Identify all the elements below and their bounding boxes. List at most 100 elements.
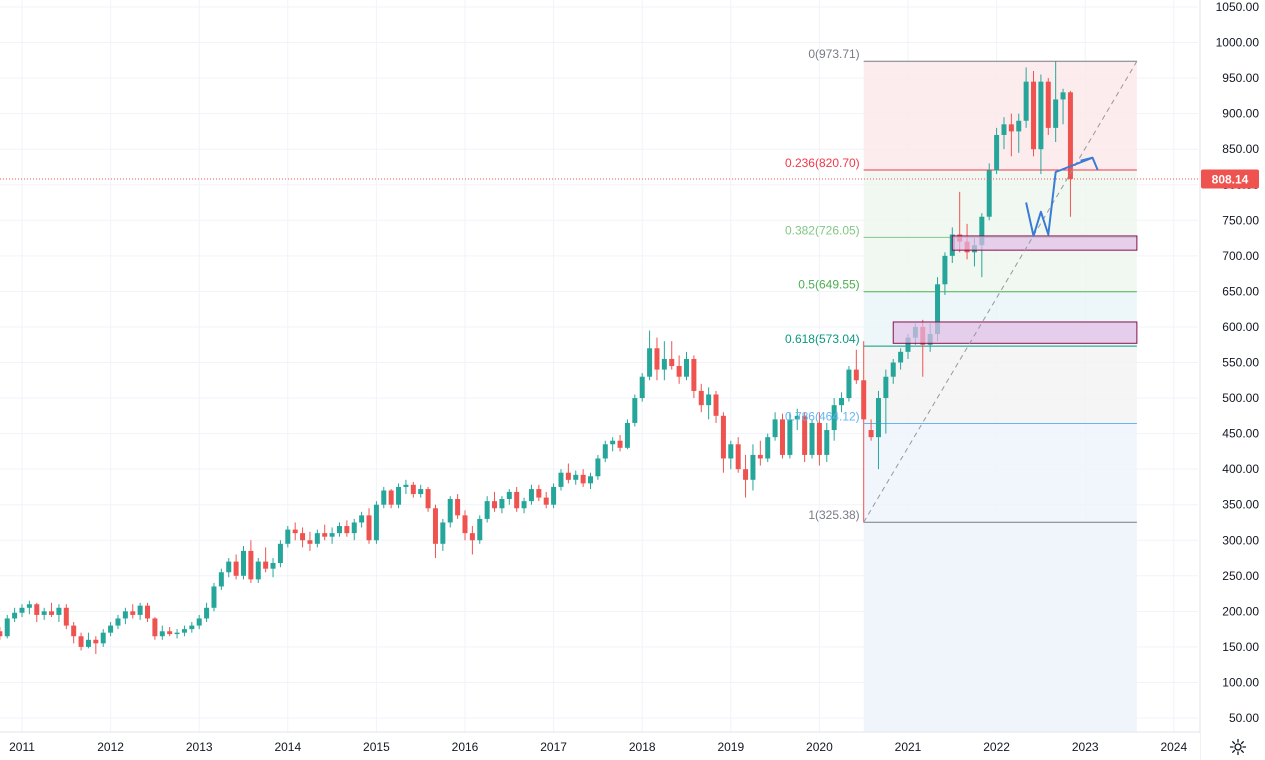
- price-tick-label: 700.00: [1222, 249, 1259, 263]
- candle-body: [63, 607, 69, 626]
- projection-path[interactable]: [1025, 156, 1093, 237]
- candle: [565, 463, 571, 484]
- candle-body: [639, 376, 645, 399]
- candle-body: [425, 489, 431, 509]
- candle-body: [757, 454, 763, 459]
- candle-body: [277, 543, 283, 564]
- candle: [750, 444, 756, 491]
- candle-body: [831, 405, 837, 431]
- price-tick-label: 650.00: [1222, 284, 1259, 298]
- candle: [543, 491, 549, 509]
- candle: [720, 412, 726, 473]
- candle-body: [824, 430, 830, 455]
- fibonacci-retracement[interactable]: [863, 60, 1137, 732]
- candle: [514, 486, 520, 512]
- candle: [898, 348, 904, 370]
- candle-body: [661, 358, 667, 370]
- candle-body: [543, 497, 549, 505]
- candle: [167, 626, 173, 637]
- candle-body: [868, 430, 874, 438]
- price-axis[interactable]: 1050.001000.00950.00900.00850.00800.0075…: [1199, 0, 1265, 760]
- candle-body: [942, 255, 948, 285]
- candle-body: [565, 472, 571, 480]
- candle-body: [706, 394, 712, 406]
- time-tick-label: 2023: [1072, 740, 1099, 754]
- candle-body: [521, 501, 527, 509]
- support-zone[interactable]: [892, 321, 1138, 344]
- support-zones[interactable]: [892, 235, 1138, 344]
- fib-band: [863, 61, 1137, 171]
- candle: [868, 419, 874, 441]
- candle: [617, 435, 623, 452]
- drawings[interactable]: [0, 60, 1198, 523]
- candle: [211, 582, 217, 612]
- candle: [12, 607, 18, 623]
- candle-body: [233, 561, 239, 576]
- candle: [809, 419, 815, 459]
- candle: [477, 515, 483, 544]
- candle: [853, 349, 859, 384]
- candle: [418, 484, 424, 498]
- candle-body: [890, 362, 896, 377]
- candle-body: [743, 469, 749, 480]
- candle-body: [211, 586, 217, 608]
- candle-body: [1031, 81, 1037, 150]
- candle: [19, 604, 25, 618]
- candle: [1060, 88, 1066, 125]
- candle-body: [691, 358, 697, 391]
- candle: [1053, 61, 1059, 143]
- gear-icon: [1229, 738, 1247, 756]
- candle: [639, 373, 645, 402]
- candle-body: [1060, 92, 1066, 100]
- candle: [0, 626, 3, 640]
- candle: [181, 625, 187, 637]
- candle-body: [396, 486, 402, 505]
- candle-body: [373, 504, 379, 541]
- candle: [373, 501, 379, 544]
- candle: [189, 622, 195, 633]
- candle-body: [366, 515, 372, 541]
- candle: [218, 568, 224, 591]
- candle: [691, 355, 697, 399]
- candle-body: [351, 522, 357, 534]
- fib-level-label: 0.5(649.55): [798, 278, 859, 292]
- candle-body: [853, 369, 859, 381]
- candle-body: [204, 607, 210, 619]
- time-axis[interactable]: 2011 2012 2013 2014 2015 2016 2017 2018 2019 2020…: [0, 731, 1200, 760]
- last-price-value: 808.14: [1212, 173, 1249, 187]
- price-tick-label: 850.00: [1222, 142, 1259, 156]
- candle-body: [1038, 81, 1044, 150]
- candle: [71, 622, 77, 644]
- candle-body: [418, 489, 424, 495]
- candle: [602, 440, 608, 463]
- candle: [410, 481, 416, 498]
- candle: [351, 518, 357, 541]
- candle-body: [159, 631, 165, 637]
- candle-body: [713, 394, 719, 416]
- candle-body: [100, 632, 106, 644]
- candle-body: [676, 366, 682, 377]
- candle-body: [122, 611, 128, 619]
- candle-body: [455, 499, 461, 516]
- candle: [743, 454, 749, 498]
- candle: [580, 469, 586, 487]
- candle-body: [499, 499, 505, 509]
- candle: [883, 369, 889, 434]
- settings-button[interactable]: [1225, 736, 1251, 758]
- support-zone[interactable]: [951, 235, 1138, 251]
- candle-body: [270, 563, 276, 569]
- candle: [130, 604, 136, 619]
- candle: [152, 617, 158, 640]
- candle: [34, 602, 40, 623]
- time-tick-label: 2022: [983, 740, 1010, 754]
- candle: [462, 510, 468, 541]
- candle: [1016, 113, 1022, 153]
- candle: [986, 163, 992, 221]
- candle: [322, 524, 328, 541]
- candle: [388, 489, 394, 509]
- candle-body: [816, 422, 822, 455]
- candle: [1038, 74, 1044, 175]
- candle-body: [728, 444, 734, 459]
- candle-body: [735, 444, 741, 470]
